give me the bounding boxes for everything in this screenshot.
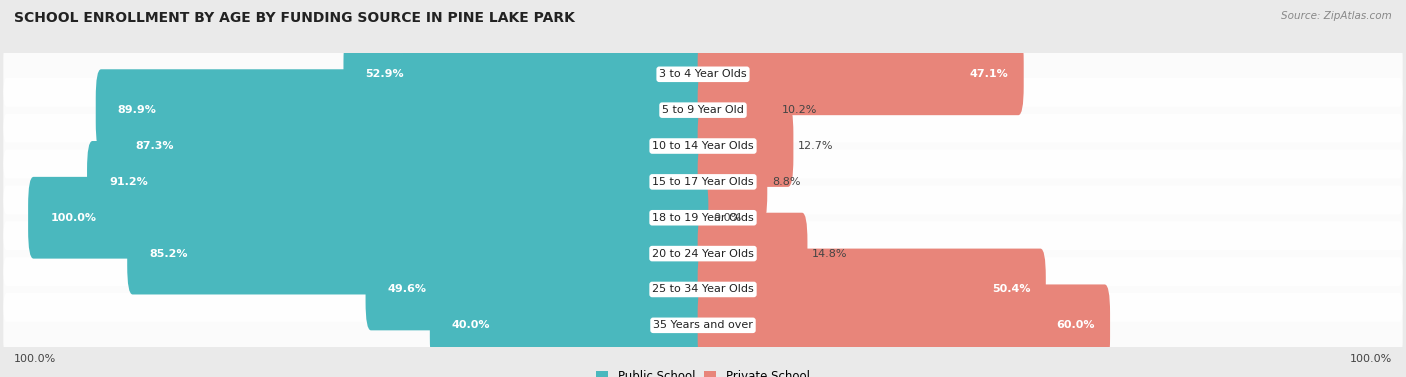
- Text: 50.4%: 50.4%: [991, 285, 1031, 294]
- Text: 0.0%: 0.0%: [713, 213, 741, 223]
- Text: 12.7%: 12.7%: [799, 141, 834, 151]
- FancyBboxPatch shape: [430, 284, 709, 366]
- Text: 100.0%: 100.0%: [1350, 354, 1392, 365]
- Text: 52.9%: 52.9%: [366, 69, 404, 79]
- Text: 20 to 24 Year Olds: 20 to 24 Year Olds: [652, 248, 754, 259]
- FancyBboxPatch shape: [3, 185, 1403, 250]
- Text: 14.8%: 14.8%: [813, 248, 848, 259]
- Text: 10.2%: 10.2%: [782, 105, 817, 115]
- FancyBboxPatch shape: [366, 248, 709, 330]
- Legend: Public School, Private School: Public School, Private School: [592, 366, 814, 377]
- Text: 5 to 9 Year Old: 5 to 9 Year Old: [662, 105, 744, 115]
- FancyBboxPatch shape: [697, 213, 807, 294]
- Text: 85.2%: 85.2%: [149, 248, 188, 259]
- FancyBboxPatch shape: [96, 69, 709, 151]
- Text: 18 to 19 Year Olds: 18 to 19 Year Olds: [652, 213, 754, 223]
- Text: 49.6%: 49.6%: [388, 285, 426, 294]
- Text: 87.3%: 87.3%: [135, 141, 174, 151]
- Text: 100.0%: 100.0%: [14, 354, 56, 365]
- Text: 100.0%: 100.0%: [51, 213, 96, 223]
- FancyBboxPatch shape: [87, 141, 709, 223]
- FancyBboxPatch shape: [3, 78, 1403, 143]
- Text: Source: ZipAtlas.com: Source: ZipAtlas.com: [1281, 11, 1392, 21]
- Text: 35 Years and over: 35 Years and over: [652, 320, 754, 330]
- Text: 10 to 14 Year Olds: 10 to 14 Year Olds: [652, 141, 754, 151]
- FancyBboxPatch shape: [697, 105, 793, 187]
- Text: 89.9%: 89.9%: [118, 105, 156, 115]
- FancyBboxPatch shape: [697, 248, 1046, 330]
- FancyBboxPatch shape: [697, 69, 776, 151]
- Text: 25 to 34 Year Olds: 25 to 34 Year Olds: [652, 285, 754, 294]
- FancyBboxPatch shape: [343, 34, 709, 115]
- FancyBboxPatch shape: [3, 42, 1403, 107]
- FancyBboxPatch shape: [3, 114, 1403, 178]
- Text: 8.8%: 8.8%: [772, 177, 800, 187]
- Text: 15 to 17 Year Olds: 15 to 17 Year Olds: [652, 177, 754, 187]
- FancyBboxPatch shape: [697, 34, 1024, 115]
- Text: 47.1%: 47.1%: [970, 69, 1008, 79]
- FancyBboxPatch shape: [3, 257, 1403, 322]
- FancyBboxPatch shape: [3, 293, 1403, 358]
- Text: 60.0%: 60.0%: [1056, 320, 1095, 330]
- FancyBboxPatch shape: [127, 213, 709, 294]
- FancyBboxPatch shape: [3, 221, 1403, 286]
- Text: 40.0%: 40.0%: [451, 320, 491, 330]
- FancyBboxPatch shape: [112, 105, 709, 187]
- Text: 3 to 4 Year Olds: 3 to 4 Year Olds: [659, 69, 747, 79]
- FancyBboxPatch shape: [3, 150, 1403, 214]
- Text: 91.2%: 91.2%: [110, 177, 148, 187]
- FancyBboxPatch shape: [28, 177, 709, 259]
- Text: SCHOOL ENROLLMENT BY AGE BY FUNDING SOURCE IN PINE LAKE PARK: SCHOOL ENROLLMENT BY AGE BY FUNDING SOUR…: [14, 11, 575, 25]
- FancyBboxPatch shape: [697, 141, 768, 223]
- FancyBboxPatch shape: [697, 284, 1111, 366]
